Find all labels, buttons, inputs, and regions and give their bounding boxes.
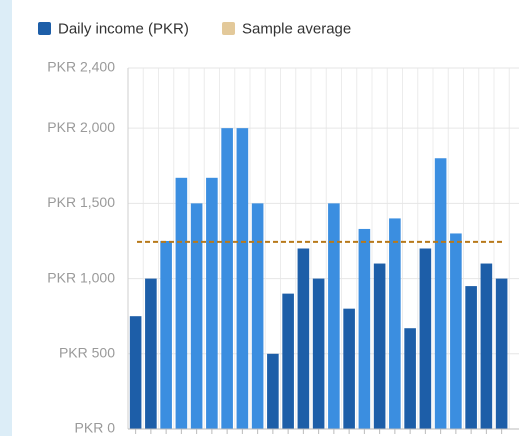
- legend-label: Daily income (PKR): [58, 20, 189, 37]
- bar: [434, 158, 447, 429]
- bar: [190, 203, 203, 429]
- bar: [312, 278, 325, 429]
- bar: [236, 128, 249, 429]
- legend-swatch: [38, 22, 51, 35]
- bar: [129, 316, 142, 429]
- bar: [328, 203, 340, 429]
- bar: [145, 278, 157, 429]
- y-tick-label: PKR 500: [59, 344, 115, 360]
- y-tick-label: PKR 1,500: [47, 194, 115, 210]
- bar: [495, 278, 508, 429]
- bar: [175, 177, 188, 429]
- bar: [221, 128, 233, 429]
- bar: [373, 263, 386, 429]
- bar: [297, 248, 310, 429]
- legend-swatch: [222, 22, 235, 35]
- bar: [389, 218, 401, 429]
- bar: [465, 286, 477, 429]
- bar: [419, 248, 432, 429]
- bar: [480, 263, 493, 429]
- bar: [450, 233, 462, 429]
- y-tick-label: PKR 2,400: [47, 59, 115, 75]
- bar: [251, 203, 264, 429]
- side-strip: [0, 0, 12, 436]
- bar: [160, 240, 172, 429]
- bar: [206, 177, 218, 429]
- bar: [282, 293, 294, 429]
- y-tick-label: PKR 2,000: [47, 119, 115, 135]
- y-tick-label: PKR 1,000: [47, 269, 115, 285]
- bar: [358, 228, 371, 429]
- bar: [343, 308, 355, 429]
- legend-label: Sample average: [242, 20, 351, 37]
- y-tick-label: PKR 0: [75, 420, 116, 436]
- bar: [404, 328, 416, 429]
- bar: [267, 353, 279, 429]
